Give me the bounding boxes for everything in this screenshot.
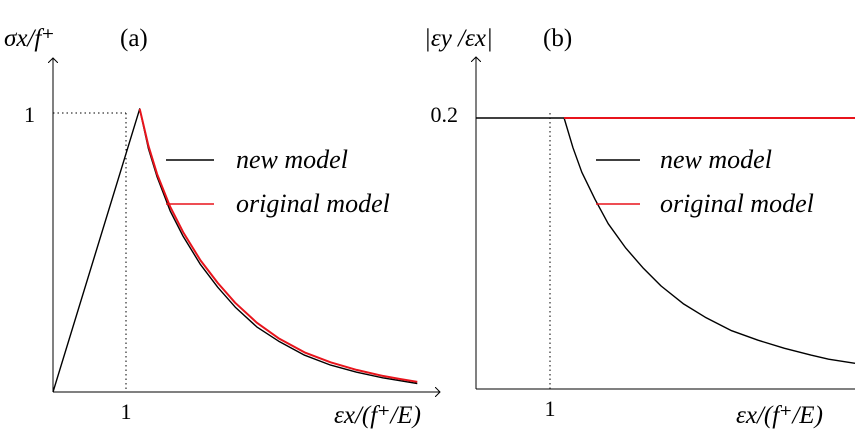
- panel-a-series-original-model-line: [138, 108, 418, 383]
- panel-b-legend: new model original model: [596, 145, 814, 218]
- panel-b-x-axis-label: εx/(f⁺/E): [736, 402, 823, 429]
- panel-a-legend-original-label: original model: [236, 189, 390, 218]
- panel-a-x-axis-label: εx/(f⁺/E): [334, 402, 421, 429]
- panel-a-y-tick-label: 1: [24, 102, 35, 127]
- panel-a-x-tick-label: 1: [121, 399, 132, 424]
- panel-a-legend-new-label: new model: [236, 145, 348, 174]
- panel-a-label: (a): [120, 25, 148, 52]
- panel-b-plot: [476, 117, 856, 364]
- panel-b-label: (b): [543, 25, 572, 52]
- panel-b-y-tick-label: 0.2: [431, 102, 459, 127]
- panel-a-plot: [52, 108, 418, 393]
- panel-a: (a) σx/f⁺ εx/(f⁺/E) 1 1 new model origin…: [4, 25, 440, 429]
- panel-b-series-new-model-line: [476, 117, 856, 364]
- panel-b-legend-original-label: original model: [660, 189, 814, 218]
- panel-b: (b) |εy /εx| εx/(f⁺/E) 0.2 1 new model o…: [424, 25, 856, 429]
- panel-b-legend-new-label: new model: [660, 145, 772, 174]
- panel-a-y-axis-label: σx/f⁺: [4, 25, 55, 52]
- panel-a-legend: new model original model: [166, 145, 390, 218]
- panel-b-y-axis-label: |εy /εx|: [424, 25, 493, 52]
- panel-b-x-tick-label: 1: [545, 396, 556, 421]
